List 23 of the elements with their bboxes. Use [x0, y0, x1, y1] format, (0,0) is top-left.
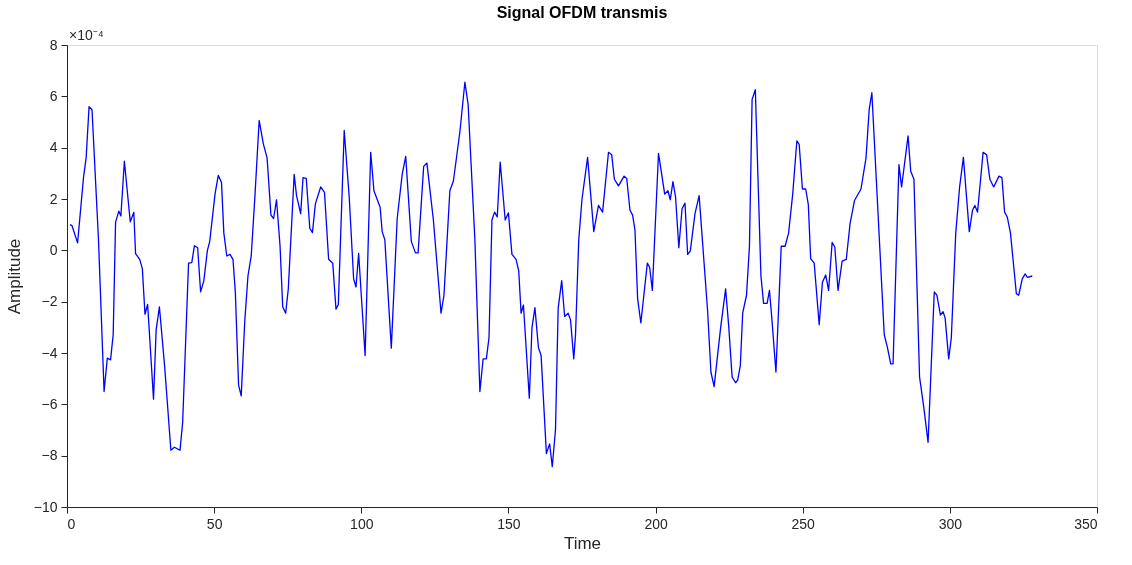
y-tick-label: −4 [41, 344, 58, 361]
x-tick-label: 250 [791, 515, 816, 532]
y-axis-title: Amplitude [4, 238, 24, 315]
x-tick-label: 200 [644, 515, 668, 532]
y-tick-label: −6 [41, 395, 58, 412]
y-tick-label: 0 [49, 241, 58, 258]
x-tick-label: 350 [1074, 515, 1098, 532]
y-tick-label: 6 [49, 87, 58, 104]
x-tick-label: 0 [67, 515, 76, 532]
x-tick-label: 100 [350, 515, 374, 532]
x-tick-label: 150 [497, 515, 521, 532]
y-tick-label: −10 [33, 498, 58, 515]
line-series [69, 81, 1033, 468]
x-axis-title: Time [563, 533, 602, 553]
y-tick-label: −8 [41, 447, 58, 464]
y-tick-label: 4 [49, 139, 58, 156]
text: ×10⁻⁴ [69, 27, 104, 43]
x-tick-label: 300 [938, 515, 963, 532]
y-tick-label: −2 [41, 293, 58, 310]
y-tick-label: 2 [49, 190, 58, 207]
y-tick-label: 8 [49, 36, 58, 53]
chart-title: Signal OFDM transmis [496, 4, 668, 21]
x-tick-label: 50 [206, 515, 223, 532]
